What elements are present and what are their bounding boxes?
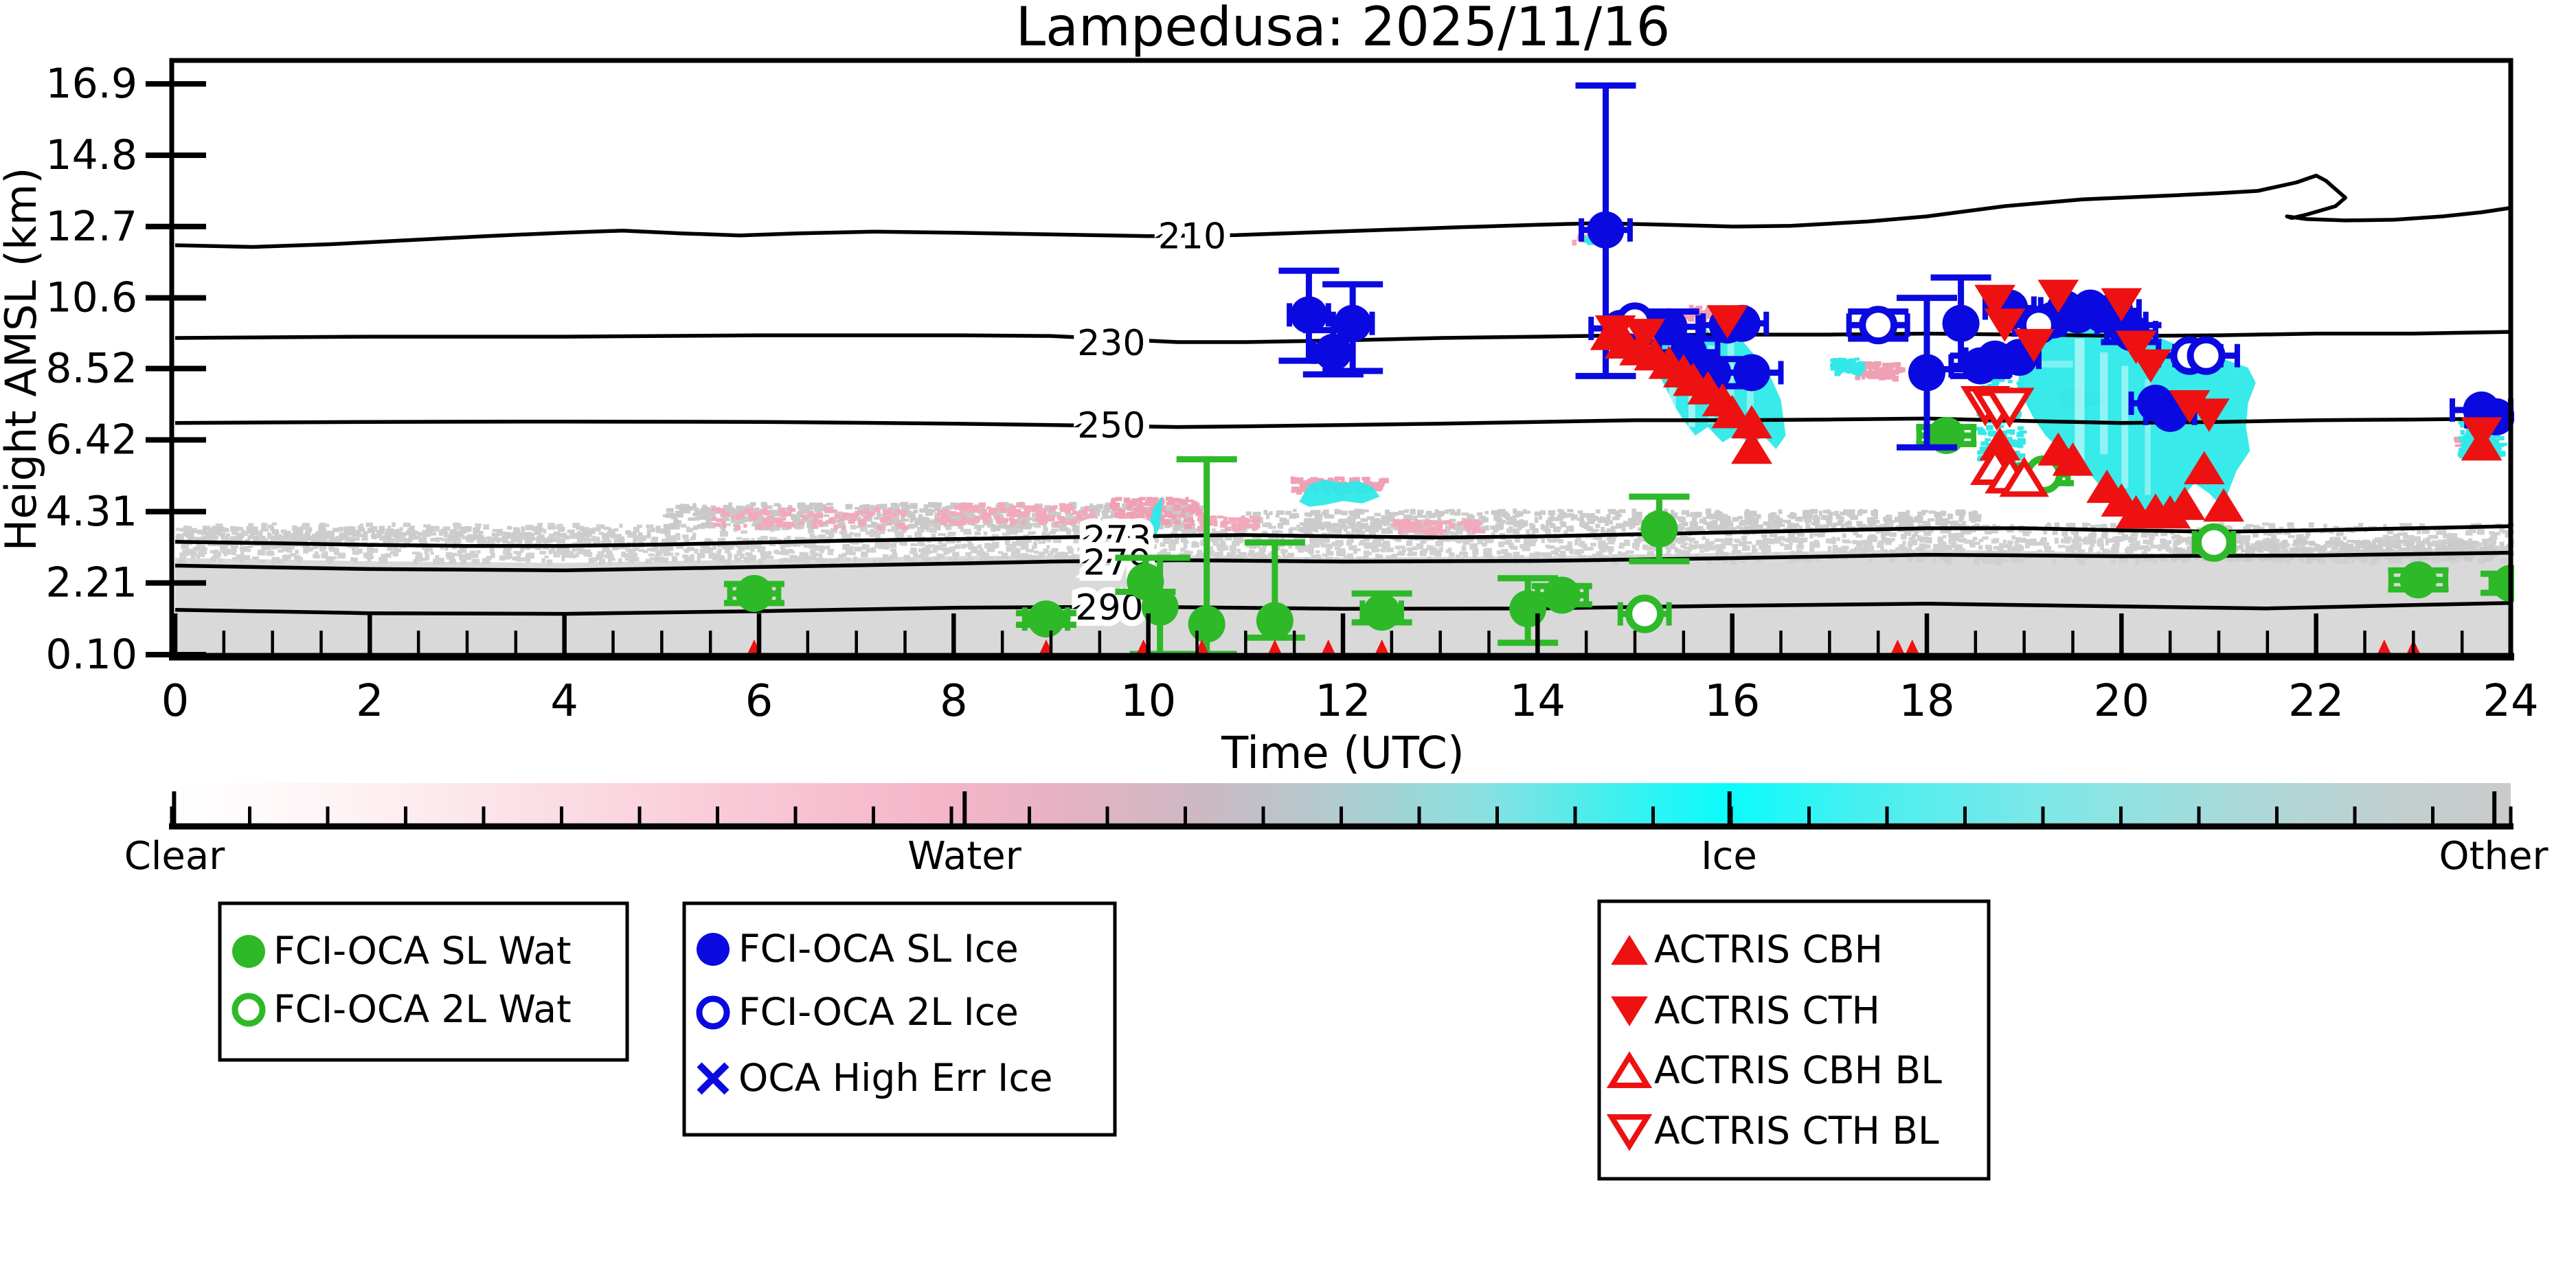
x-tick-label: 12: [1315, 676, 1370, 727]
series-actris-cth: [1594, 280, 2502, 451]
contour-label-210: 210: [1158, 216, 1226, 258]
legend-label-cth: ACTRIS CTH: [1654, 988, 1880, 1032]
legend-marker-triangle-down-filled: [1611, 996, 1648, 1026]
y-tick-label: 10.6: [45, 274, 137, 322]
contour-label-230: 230: [1077, 323, 1145, 364]
series-actris-cbh-bl: [1970, 444, 2049, 497]
colorbar-label-ice: Ice: [1701, 834, 1757, 879]
x-tick-label: 16: [1704, 676, 1760, 727]
series-fci-oca-sl-ice: [1278, 82, 2514, 451]
x-tick-label: 10: [1120, 676, 1176, 727]
page-title: Lampedusa: 2025/11/16: [1016, 0, 1671, 58]
legend-label-sl-wat: FCI-OCA SL Wat: [273, 929, 572, 973]
legend-label-2l-wat: FCI-OCA 2L Wat: [273, 987, 572, 1031]
legend-label-sl-ice: FCI-OCA SL Ice: [738, 927, 1019, 971]
legend-box-ice: FCI-OCA SL Ice FCI-OCA 2L Ice OCA High E…: [682, 901, 1117, 1137]
x-tick-label: 24: [2483, 676, 2538, 727]
axes: 0 2 4 6 8 10 12 14 16 18 20 22 240.102.214.316.428.5…: [45, 58, 2539, 727]
legend-marker-circle-filled: [697, 933, 730, 966]
legend-label-cbh-bl: ACTRIS CBH BL: [1654, 1048, 1942, 1092]
x-tick-label: 14: [1510, 676, 1566, 727]
legend-marker-circle-open: [696, 995, 730, 1030]
y-axis-label: Height AMSL (km): [0, 168, 46, 552]
legend-label-cth-bl: ACTRIS CTH BL: [1654, 1109, 1939, 1153]
series-actris-cth-bl: [1960, 385, 2035, 431]
legend-label-high-err-ice: OCA High Err Ice: [738, 1056, 1052, 1100]
x-tick-label: 2: [356, 676, 384, 727]
y-tick-label: 14.8: [45, 131, 137, 179]
x-tick-label: 6: [745, 676, 773, 727]
legend-label-2l-ice: FCI-OCA 2L Ice: [738, 990, 1019, 1034]
y-tick-label: 8.52: [45, 345, 137, 393]
y-tick-label: 4.31: [45, 488, 137, 536]
x-tick-label: 20: [2094, 676, 2149, 727]
legend-marker-circle-open: [231, 993, 266, 1027]
legend-marker-triangle-down-open: [1606, 1114, 1653, 1151]
colorbar-label-water: Water: [907, 834, 1022, 879]
y-tick-label: 12.7: [45, 203, 137, 251]
x-axis-label: Time (UTC): [1221, 728, 1465, 779]
legend-label-cbh: ACTRIS CBH: [1654, 927, 1883, 971]
x-tick-label: 4: [550, 676, 578, 727]
colorbar-label-clear: Clear: [124, 834, 225, 879]
y-tick-label: 16.9: [45, 60, 137, 108]
legend-marker-triangle-up-open: [1606, 1051, 1653, 1088]
contour-label-250: 250: [1077, 405, 1145, 447]
y-tick-label: 6.42: [45, 416, 137, 464]
y-tick-label: 2.21: [45, 559, 137, 607]
legend-marker-x: [697, 1062, 730, 1095]
legend-box-wat: FCI-OCA SL Wat FCI-OCA 2L Wat: [218, 901, 629, 1062]
colorbar: Clear Water Ice Other: [124, 783, 2549, 879]
colorbar-label-other: Other: [2439, 834, 2549, 879]
legend-box-actris: ACTRIS CBH ACTRIS CTH ACTRIS CBH BL ACTR…: [1597, 899, 1991, 1181]
y-tick-label: 0.10: [45, 631, 137, 679]
x-tick-label: 18: [1899, 676, 1954, 727]
x-tick-label: 22: [2288, 676, 2344, 727]
legend-markers: [231, 933, 1653, 1151]
legend-marker-triangle-up-filled: [1611, 935, 1648, 965]
x-tick-label: 0: [161, 676, 190, 727]
legend-marker-circle-filled: [232, 935, 265, 968]
x-tick-label: 8: [940, 676, 968, 727]
